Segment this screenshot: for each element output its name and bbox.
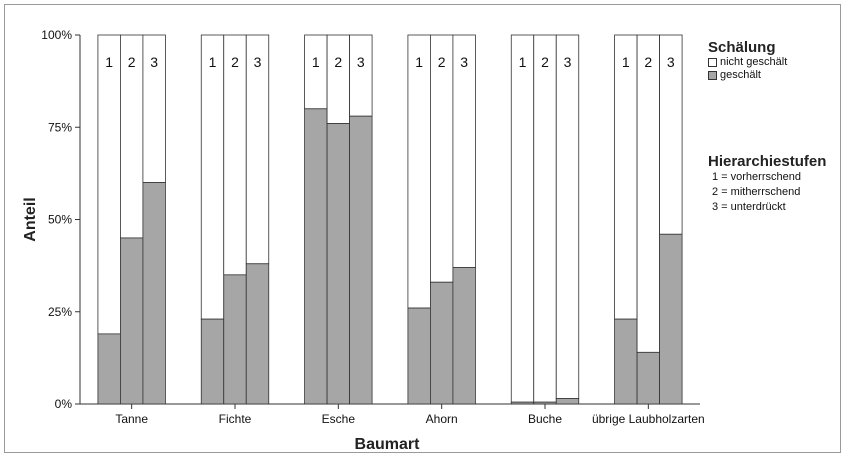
bar-hierarchy-label: 3 — [460, 54, 468, 70]
bar-segment-nicht-geschaelt — [636, 34, 660, 353]
x-tick-label: Ahorn — [426, 412, 458, 426]
bar-segment-nicht-geschaelt — [510, 34, 535, 403]
bar-segment-geschaelt — [533, 401, 557, 405]
bar-segment-geschaelt — [223, 274, 247, 405]
bar-segment-nicht-geschaelt — [223, 34, 247, 276]
bar-segment-nicht-geschaelt — [430, 34, 454, 283]
bar-hierarchy-label: 3 — [357, 54, 365, 70]
bar-segment-geschaelt — [142, 182, 166, 405]
y-tick-label: 50% — [48, 213, 72, 227]
x-tick-label: Esche — [322, 412, 356, 426]
bar-segment-geschaelt — [407, 307, 431, 405]
bar-segment-geschaelt — [200, 318, 225, 405]
bar-segment-nicht-geschaelt — [97, 34, 121, 335]
bar-segment-nicht-geschaelt — [200, 34, 225, 320]
legend-item-geschaelt: geschält — [708, 69, 787, 82]
bar-segment-geschaelt — [349, 115, 373, 405]
legend-label: nicht geschält — [720, 56, 788, 68]
bar-hierarchy-label: 3 — [150, 54, 158, 70]
legend-label: geschält — [720, 69, 761, 81]
bar-hierarchy-label: 2 — [128, 54, 136, 70]
bar-hierarchy-label: 3 — [667, 54, 675, 70]
x-tick-label: übrige Laubholzarten — [592, 412, 705, 426]
legend-swatch-gray — [708, 71, 717, 80]
x-tick-label: Tanne — [115, 412, 148, 426]
bar-segment-geschaelt — [510, 401, 535, 405]
bar-segment-nicht-geschaelt — [555, 34, 580, 399]
chart-frame: 0% 25% 50% 75% 100% 1 2 3 Tanne 1 2 3 Fichte 1 2 3 Esche… — [4, 4, 841, 453]
bar-segment-geschaelt — [120, 237, 144, 405]
bar-segment-geschaelt — [245, 263, 270, 405]
bar-segment-geschaelt — [659, 233, 683, 405]
bar-hierarchy-label: 2 — [541, 54, 549, 70]
bar-hierarchy-label: 1 — [622, 54, 630, 70]
y-axis-title: Anteil — [22, 197, 39, 241]
y-tick-label: 0% — [55, 397, 73, 411]
x-tick-label: Fichte — [219, 412, 252, 426]
bar-segment-geschaelt — [326, 123, 350, 405]
annotation-line: 2 = mitherrschend — [712, 186, 801, 198]
bar-segment-geschaelt — [555, 398, 580, 405]
bar-hierarchy-label: 1 — [209, 54, 217, 70]
bar-segment-geschaelt — [452, 267, 476, 405]
bar-segment-geschaelt — [304, 108, 328, 405]
bar-segment-geschaelt — [636, 351, 660, 405]
y-tick-label: 75% — [48, 120, 72, 134]
bar-hierarchy-label: 1 — [312, 54, 320, 70]
legend-item-nicht-geschaelt: nicht geschält — [708, 56, 787, 69]
bar-hierarchy-label: 1 — [519, 54, 527, 70]
legend-hierarchiestufen: Hierarchiestufen 1 = vorherrschend 2 = m… — [708, 153, 826, 215]
bar-segment-geschaelt — [614, 318, 638, 405]
bar-segment-geschaelt — [430, 281, 454, 405]
bar-segment-nicht-geschaelt — [349, 34, 373, 117]
annotation-line: 1 = vorherrschend — [712, 171, 801, 183]
annotation-title: Hierarchiestufen — [708, 153, 827, 170]
bar-hierarchy-label: 2 — [334, 54, 342, 70]
bar-segment-geschaelt — [97, 333, 121, 405]
bar-segment-nicht-geschaelt — [407, 34, 431, 309]
bar-hierarchy-label: 1 — [415, 54, 423, 70]
bar-segment-nicht-geschaelt — [326, 34, 350, 124]
legend-swatch-white — [708, 58, 717, 67]
bar-hierarchy-label: 3 — [254, 54, 262, 70]
bar-segment-nicht-geschaelt — [533, 34, 557, 403]
legend-title: Schälung — [708, 39, 776, 56]
bar-hierarchy-label: 2 — [644, 54, 652, 70]
bar-hierarchy-label: 2 — [231, 54, 239, 70]
bar-segment-nicht-geschaelt — [304, 34, 328, 110]
bar-hierarchy-label: 1 — [105, 54, 113, 70]
y-tick-label: 25% — [48, 305, 72, 319]
y-tick-label: 100% — [41, 28, 72, 42]
x-tick-label: Buche — [528, 412, 562, 426]
annotation-line: 3 = unterdrückt — [712, 201, 786, 213]
bar-segment-nicht-geschaelt — [614, 34, 638, 320]
x-axis-title: Baumart — [355, 436, 421, 453]
legend-schaelung: Schälung nicht geschält geschält — [708, 39, 787, 82]
bar-hierarchy-label: 2 — [438, 54, 446, 70]
bar-hierarchy-label: 3 — [564, 54, 572, 70]
